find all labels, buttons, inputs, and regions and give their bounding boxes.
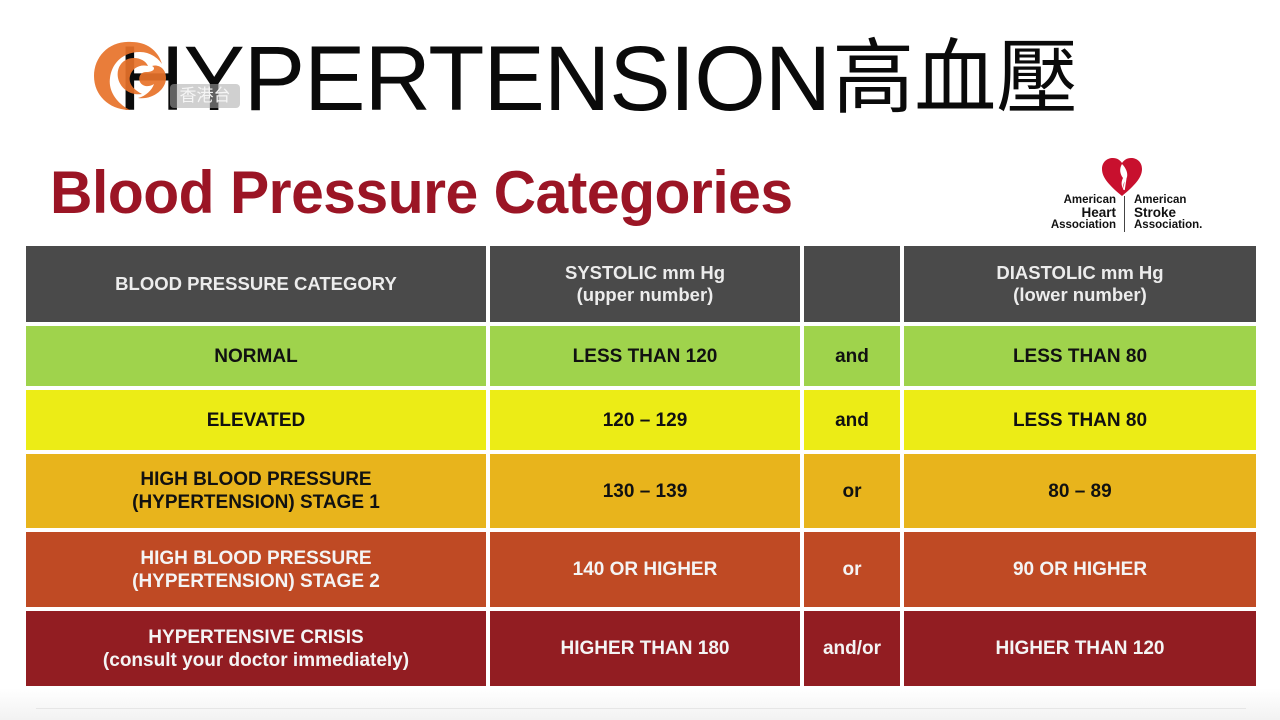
connector-cell: or — [804, 454, 900, 528]
bottom-divider — [36, 708, 1246, 709]
aha-logo-text-left: American Heart Association — [1032, 194, 1116, 232]
table-row-stage1: HIGH BLOOD PRESSURE (HYPERTENSION) STAGE … — [26, 454, 1256, 528]
station-tag: 香港台 — [170, 84, 240, 108]
diastolic-cell: 90 OR HIGHER — [904, 532, 1256, 607]
header-connector — [804, 246, 900, 322]
category-cell: NORMAL — [26, 326, 486, 386]
systolic-cell: 130 – 139 — [490, 454, 800, 528]
connector-cell: or — [804, 532, 900, 607]
table-row-elevated: ELEVATED 120 – 129 and LESS THAN 80 — [26, 390, 1256, 450]
header-diastolic-line2: (lower number) — [1013, 284, 1147, 305]
aha-right-line3: Association. — [1134, 219, 1203, 231]
aha-left-line3: Association — [1050, 219, 1116, 231]
connector-cell: and/or — [804, 611, 900, 686]
header-category: BLOOD PRESSURE CATEGORY — [26, 246, 486, 322]
category-cell: ELEVATED — [26, 390, 486, 450]
diastolic-cell: 80 – 89 — [904, 454, 1256, 528]
connector-cell: and — [804, 326, 900, 386]
headline: HYPERTENSION高血壓 — [118, 24, 1078, 134]
diastolic-cell: LESS THAN 80 — [904, 390, 1256, 450]
systolic-cell: 120 – 129 — [490, 390, 800, 450]
table-row-stage2: HIGH BLOOD PRESSURE (HYPERTENSION) STAGE … — [26, 532, 1256, 607]
station-phoenix-logo-icon — [94, 41, 166, 110]
category-cell: HIGH BLOOD PRESSURE (HYPERTENSION) STAGE … — [26, 454, 486, 528]
category-cell: HYPERTENSIVE CRISIS (consult your doctor … — [26, 611, 486, 686]
systolic-cell: HIGHER THAN 180 — [490, 611, 800, 686]
aha-right-line2: Stroke — [1134, 204, 1177, 220]
diastolic-cell: LESS THAN 80 — [904, 326, 1256, 386]
headline-chinese: 高血壓 — [832, 31, 1079, 126]
header-systolic: SYSTOLIC mm Hg (upper number) — [490, 246, 800, 322]
header-diastolic: DIASTOLIC mm Hg (lower number) — [904, 246, 1256, 322]
systolic-cell: LESS THAN 120 — [490, 326, 800, 386]
table-row-normal: NORMAL LESS THAN 120 and LESS THAN 80 — [26, 326, 1256, 386]
bottom-shade — [0, 688, 1280, 720]
headline-english: HYPERTENSION — [118, 28, 831, 130]
diastolic-cell: HIGHER THAN 120 — [904, 611, 1256, 686]
aha-right-line1: American — [1134, 194, 1187, 206]
header-systolic-line1: SYSTOLIC mm Hg — [564, 262, 725, 283]
table-header-row: BLOOD PRESSURE CATEGORY SYSTOLIC mm Hg (u… — [26, 246, 1256, 322]
aha-left-line2: Heart — [1081, 204, 1116, 220]
connector-cell: and — [804, 390, 900, 450]
header-systolic-line2: (upper number) — [576, 284, 714, 305]
aha-left-line1: American — [1063, 194, 1116, 206]
aha-logo-divider — [1124, 196, 1125, 232]
chart-title: Blood Pressure Categories — [50, 159, 793, 226]
table-row-crisis: HYPERTENSIVE CRISIS (consult your doctor … — [26, 611, 1256, 686]
systolic-cell: 140 OR HIGHER — [490, 532, 800, 607]
category-cell: HIGH BLOOD PRESSURE (HYPERTENSION) STAGE … — [26, 532, 486, 607]
aha-heart-torch-icon — [1102, 158, 1142, 196]
header-diastolic-line1: DIASTOLIC mm Hg — [996, 262, 1164, 283]
aha-logo-text-right: American Stroke Association. — [1134, 194, 1230, 232]
